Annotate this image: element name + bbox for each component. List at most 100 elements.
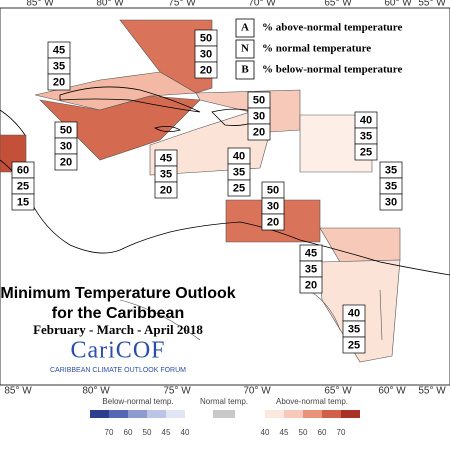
- colorbar-tick: 60: [318, 428, 327, 437]
- probability-cell: [342, 336, 366, 354]
- probability: 30: [253, 110, 265, 122]
- probability: 30: [385, 196, 397, 208]
- longitude-label: 55° W: [418, 386, 446, 397]
- probability: 25: [17, 180, 29, 192]
- longitude-label: 85° W: [26, 0, 54, 9]
- probability: 50: [200, 32, 212, 44]
- longitude-label: 55° W: [418, 0, 446, 9]
- logo-name: CariCOF: [70, 338, 165, 364]
- key-box: [235, 18, 255, 38]
- probability: 50: [267, 184, 279, 196]
- longitude-label: 60° W: [384, 0, 412, 9]
- period: February - March - April 2018: [33, 322, 203, 337]
- key: A % above-normal temperature N % normal tem…: [235, 18, 402, 80]
- probability-cell: [47, 73, 71, 91]
- probability: 40: [348, 307, 360, 319]
- probability: 25: [360, 146, 372, 158]
- longitude-label: 70° W: [248, 0, 276, 9]
- probability: 30: [200, 48, 212, 60]
- key-box: [235, 39, 255, 59]
- region-box: 40 35 25: [227, 147, 251, 197]
- cuba-coast: [59, 86, 201, 113]
- probability: 50: [60, 124, 72, 136]
- probability: 45: [53, 44, 65, 56]
- region-shade: [299, 114, 373, 173]
- probability-cell: [354, 143, 378, 161]
- probability-cell: [299, 276, 323, 294]
- probability: 35: [53, 60, 65, 72]
- key-text: % below-normal temperature: [262, 64, 402, 76]
- jamaica-coast: [153, 126, 182, 132]
- longitude-label: 65° W: [324, 0, 352, 9]
- swatch: [128, 410, 147, 418]
- swatch: [90, 410, 109, 418]
- longitude-label: 65° W: [324, 386, 352, 397]
- swatch: [303, 410, 322, 418]
- probability: 20: [60, 156, 72, 168]
- region-box: 60 25 15: [11, 161, 35, 211]
- probability: 20: [200, 64, 212, 76]
- region-box: 45 35 20: [299, 244, 323, 294]
- probability: 20: [253, 126, 265, 138]
- probability: 35: [385, 164, 397, 176]
- swatch: [265, 410, 284, 418]
- probability: 25: [348, 339, 360, 351]
- probability: 35: [385, 180, 397, 192]
- probability-cell: [247, 123, 271, 141]
- key-text: % above-normal temperature: [262, 22, 402, 34]
- region-box: 45 35 20: [154, 149, 178, 199]
- key-text: % normal temperature: [262, 43, 371, 55]
- longitude-label: 80° W: [82, 386, 110, 397]
- probability: 40: [233, 150, 245, 162]
- region-box: 50 30 20: [54, 121, 78, 171]
- probability: 60: [17, 164, 29, 176]
- colorbar-tick: 45: [162, 428, 171, 437]
- probability: 30: [267, 200, 279, 212]
- probability: 35: [233, 166, 245, 178]
- key-box: [235, 60, 255, 80]
- probability: 45: [305, 247, 317, 259]
- colorbar-tick: 60: [124, 428, 133, 437]
- longitude-label: 60° W: [378, 386, 406, 397]
- swatch: [147, 410, 166, 418]
- normal-label: Normal temp.: [200, 397, 248, 406]
- probability: 45: [160, 152, 172, 164]
- colorbar-tick: 45: [280, 428, 289, 437]
- probability-cell: [194, 61, 218, 79]
- longitude-label: 75° W: [163, 386, 191, 397]
- swatch: [341, 410, 360, 418]
- probability: 20: [53, 76, 65, 88]
- mainland-coast: [0, 159, 450, 276]
- probability: 25: [233, 182, 245, 194]
- probability-cell: [379, 193, 403, 211]
- probability-cell: [11, 193, 35, 211]
- region-box: 50 30 20: [261, 181, 285, 231]
- region-box: 50 30 20: [247, 91, 271, 141]
- probability: 20: [267, 216, 279, 228]
- probability-cell: [54, 153, 78, 171]
- probability: 35: [160, 168, 172, 180]
- title-line1: Minimum Temperature Outlook: [0, 285, 235, 302]
- colorbar-tick: 40: [181, 428, 190, 437]
- logo-tagline: CARIBBEAN CLIMATE OUTLOOK FORUM: [50, 367, 186, 374]
- colorbar: [90, 410, 360, 418]
- region-box: 40 35 25: [342, 304, 366, 354]
- key-letter: N: [241, 43, 249, 55]
- swatch: [166, 410, 185, 418]
- above-label: Above-normal temp.: [276, 397, 348, 406]
- probability: 15: [17, 196, 29, 208]
- probability: 20: [160, 184, 172, 196]
- yucatan-coast: [0, 109, 26, 136]
- region-box: 35 35 30: [379, 161, 403, 211]
- longitude-label: 80° W: [96, 0, 124, 9]
- longitude-label: 85° W: [4, 386, 32, 397]
- colorbar-tick: 70: [337, 428, 346, 437]
- longitude-label: 75° W: [168, 0, 196, 9]
- probability: 20: [305, 279, 317, 291]
- colorbar-tick: 40: [261, 428, 270, 437]
- below-label: Below-normal temp.: [102, 397, 173, 406]
- key-letter: A: [241, 22, 249, 34]
- swatch: [322, 410, 341, 418]
